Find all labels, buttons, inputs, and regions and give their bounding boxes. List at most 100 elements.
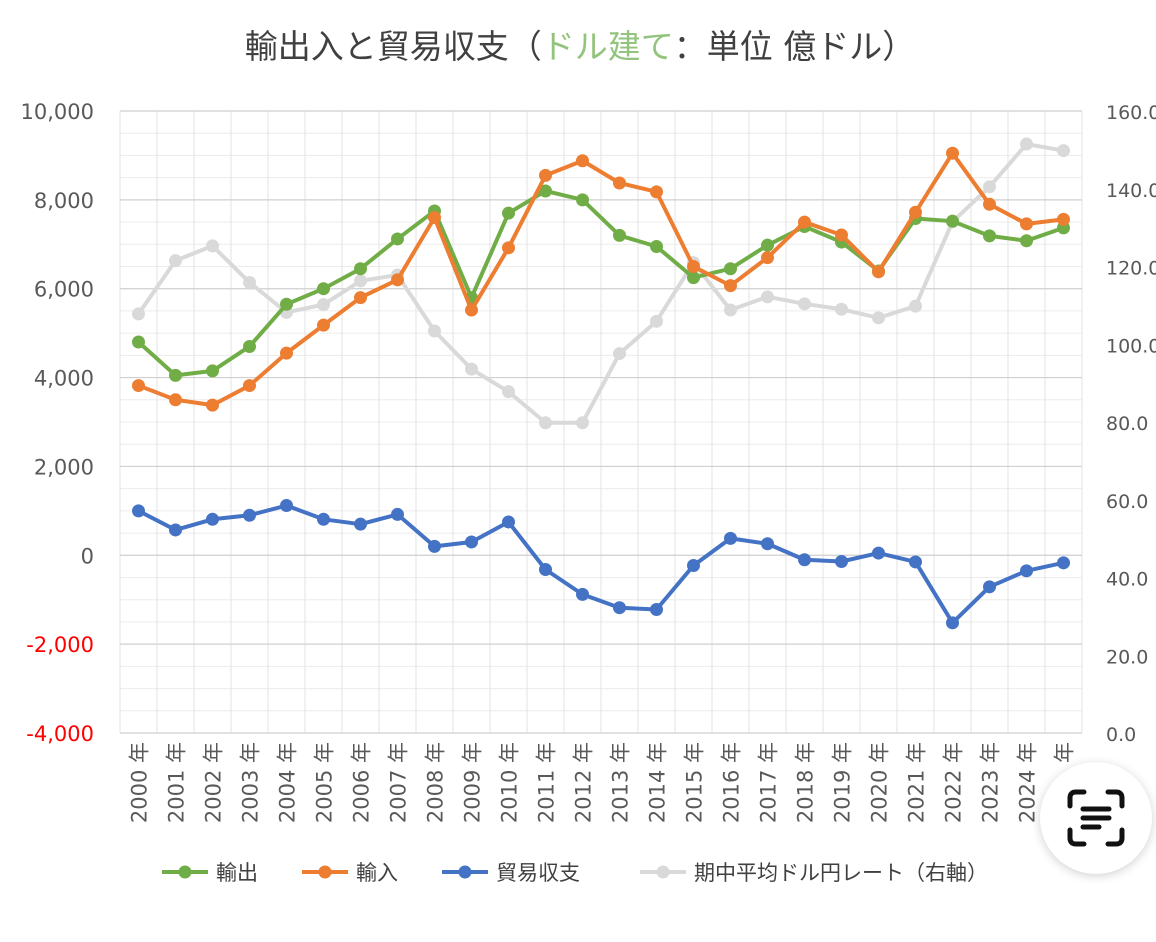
y-left-tick-label: -4,000 — [26, 722, 94, 746]
data-point — [1020, 137, 1033, 151]
data-point — [650, 240, 663, 254]
x-tick-label: 2022 年 — [942, 742, 966, 823]
series-輸入 — [132, 146, 1070, 412]
data-point — [391, 507, 404, 521]
x-tick-label: 2006 年 — [350, 742, 374, 823]
legend-item: 貿易収支 — [442, 861, 580, 885]
y-right-tick-label: 100.0 — [1106, 335, 1156, 357]
data-point — [576, 154, 589, 168]
data-point — [576, 587, 589, 601]
data-point — [354, 291, 367, 305]
x-tick-label: 2014 年 — [646, 742, 670, 823]
data-point — [206, 239, 219, 253]
data-point — [280, 297, 293, 311]
data-point — [132, 504, 145, 518]
data-point — [761, 290, 774, 304]
y-right-tick-label: 120.0 — [1106, 258, 1156, 280]
chart-title-suffix: ：単位 億ドル） — [674, 27, 916, 66]
data-point — [613, 176, 626, 190]
data-point — [317, 298, 330, 312]
x-tick-label: 2024 年 — [1016, 742, 1040, 823]
data-point — [169, 368, 182, 382]
legend: 輸出 輸入 貿易収支 期中平均ドル円レート（右軸） — [162, 861, 988, 885]
data-point — [317, 282, 330, 296]
chart-title-prefix: 輸出入と貿易収支（ — [245, 27, 542, 66]
data-point — [1057, 144, 1070, 158]
data-point — [650, 314, 663, 328]
text-scan-button[interactable] — [1040, 762, 1152, 874]
data-point — [1020, 234, 1033, 248]
data-point — [465, 362, 478, 376]
data-point — [761, 251, 774, 265]
x-tick-label: 2002 年 — [202, 742, 226, 823]
data-point — [613, 347, 626, 361]
legend-label: 輸入 — [356, 861, 398, 885]
y-left-tick-label: 6,000 — [34, 278, 94, 302]
x-tick-label: 年 — [1053, 742, 1077, 763]
legend-swatch-marker — [178, 865, 192, 879]
x-tick-label: 2005 年 — [313, 742, 337, 823]
data-point — [1020, 564, 1033, 578]
data-point — [798, 215, 811, 229]
chart-title: 輸出入と貿易収支（ドル建て：単位 億ドル） — [245, 27, 916, 66]
legend-item: 輸入 — [302, 861, 398, 885]
series-line — [137, 151, 1064, 408]
y-left-tick-label: 10,000 — [21, 100, 94, 124]
data-point — [206, 364, 219, 378]
data-point — [761, 537, 774, 551]
data-point — [243, 339, 256, 353]
x-tick-label: 2015 年 — [683, 742, 707, 823]
data-point — [539, 416, 552, 430]
y-right-tick-label: 60.0 — [1106, 491, 1148, 513]
data-point — [502, 515, 515, 529]
data-point — [539, 168, 552, 182]
bottom-margin — [0, 905, 1156, 942]
series-line — [137, 188, 1065, 378]
data-point — [428, 324, 441, 338]
x-tick-label: 2000 年 — [128, 742, 152, 823]
data-point — [428, 211, 441, 225]
data-point — [243, 275, 256, 289]
data-point — [687, 271, 700, 285]
y-right-tick-label: 0.0 — [1106, 724, 1136, 746]
data-point — [132, 379, 145, 393]
data-point — [650, 185, 663, 199]
x-tick-label: 2013 年 — [609, 742, 633, 823]
data-point — [280, 346, 293, 360]
series-貿易収支 — [132, 499, 1070, 630]
data-point — [354, 517, 367, 531]
y-left-tick-label: 2,000 — [34, 455, 94, 479]
x-tick-label: 2016 年 — [720, 742, 744, 823]
data-point — [206, 512, 219, 526]
data-point — [1057, 212, 1070, 226]
x-tick-label: 2004 年 — [276, 742, 300, 823]
y-right-tick-label: 80.0 — [1106, 413, 1148, 435]
data-point — [687, 260, 700, 273]
data-point — [835, 302, 848, 316]
data-point — [391, 273, 404, 287]
data-point — [169, 254, 182, 268]
data-point — [243, 508, 256, 522]
y-left-tick-label: 4,000 — [34, 367, 94, 391]
y-right-tick-label: 140.0 — [1106, 180, 1156, 202]
x-tick-label: 2017 年 — [757, 742, 781, 823]
chart: -4,000-2,00002,0004,0006,0008,00010,000 … — [21, 27, 1156, 885]
x-tick-label: 2021 年 — [905, 742, 929, 823]
text-scan-icon — [1067, 789, 1125, 847]
y-right-tick-label: 20.0 — [1106, 646, 1148, 668]
data-point — [983, 180, 996, 194]
legend-swatch-marker — [458, 865, 472, 879]
data-point — [798, 553, 811, 567]
data-point — [835, 228, 848, 242]
data-point — [243, 379, 256, 393]
data-point — [983, 229, 996, 243]
data-point — [724, 262, 737, 276]
data-point — [502, 241, 515, 255]
data-point — [169, 523, 182, 537]
left-axis-tick-labels: -4,000 -2,000 0 2,000 4,000 6,000 8,000 10,000 — [21, 100, 94, 746]
right-axis-tick-labels: 0.0 20.0 40.0 60.0 80.0 100.0 120.0 140.0 160.0 — [1106, 102, 1156, 746]
data-point — [576, 193, 589, 207]
data-point — [354, 274, 367, 288]
x-tick-label: 2007 年 — [387, 742, 411, 823]
y-right-tick-label: 40.0 — [1106, 569, 1148, 591]
